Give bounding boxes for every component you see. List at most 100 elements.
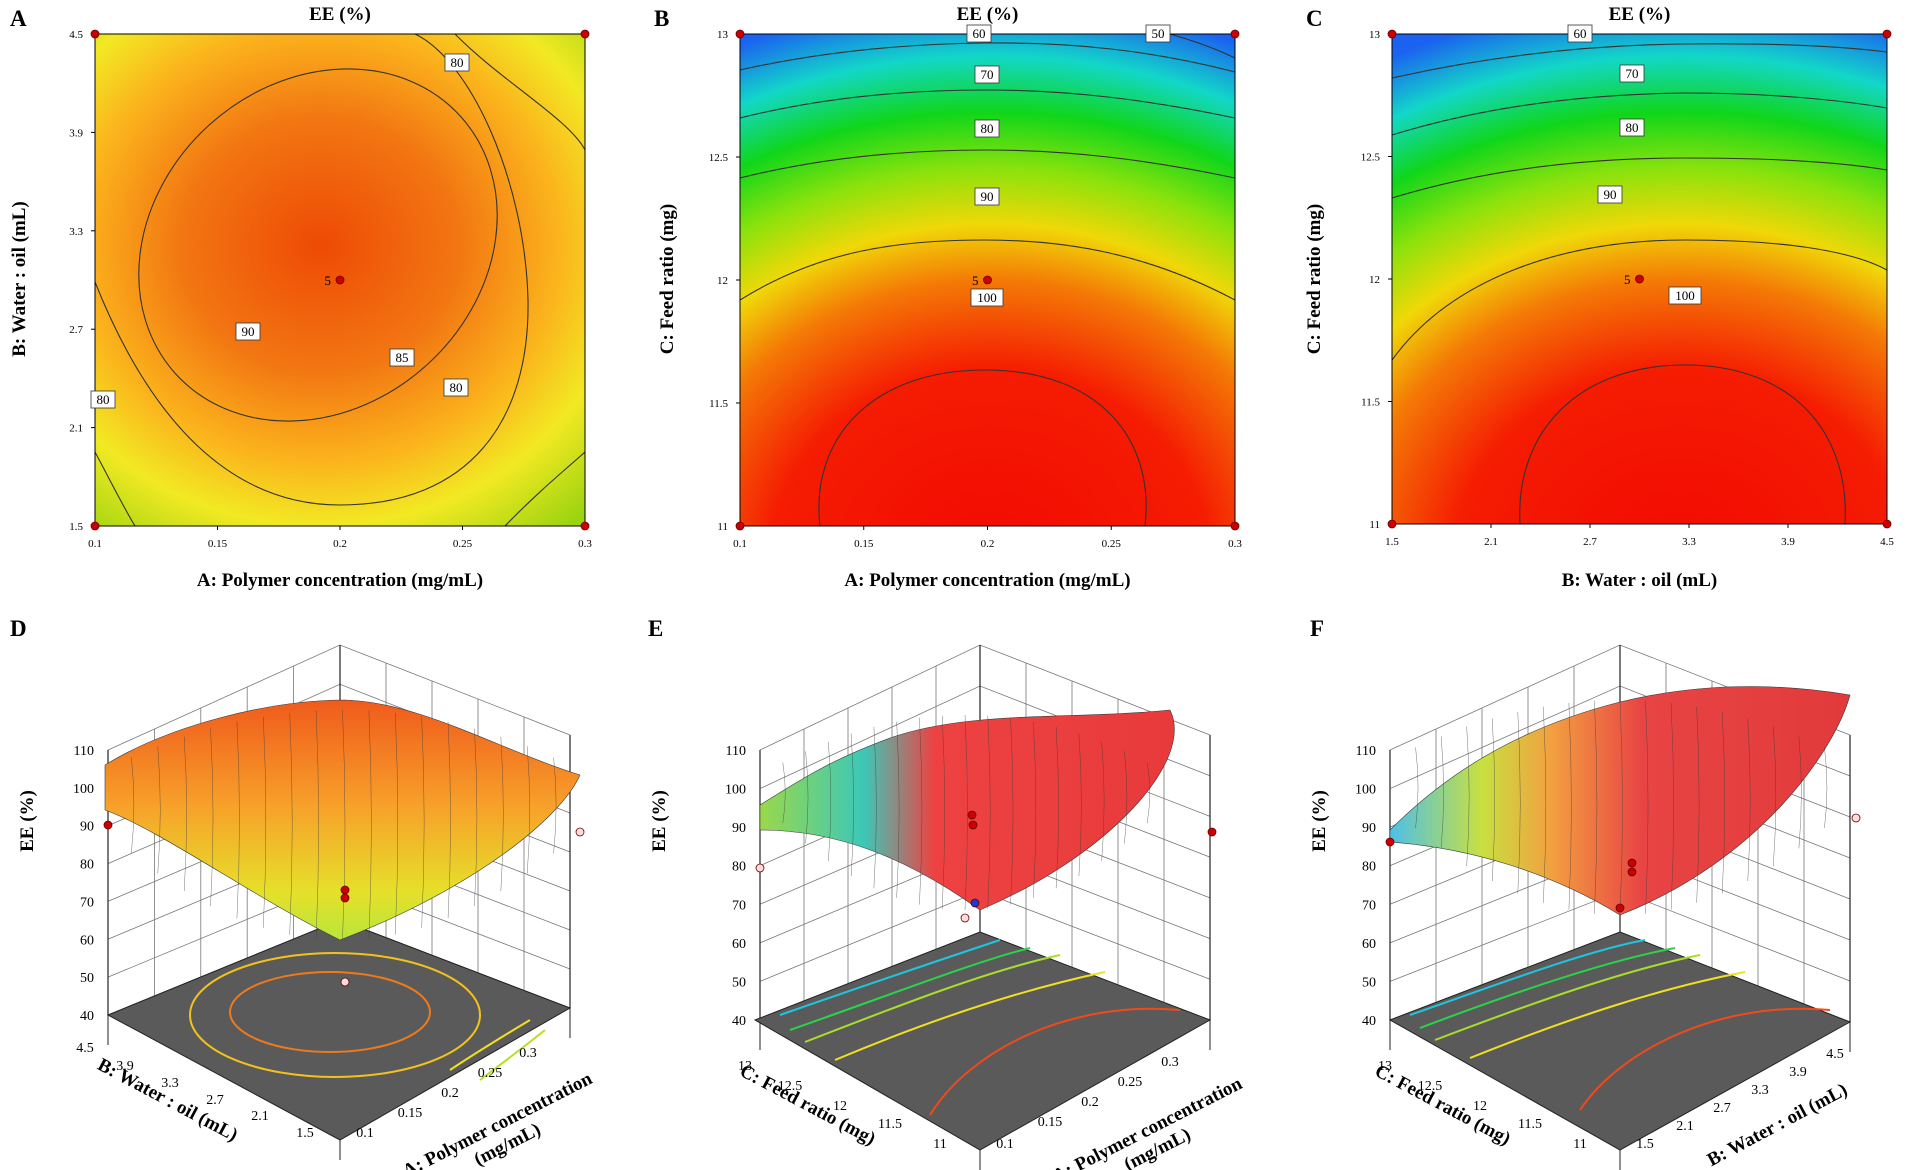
left-axis-tick-label: 12.5 xyxy=(778,1079,803,1094)
panel-e: E 40 50 60 70 80 90 100 110 11 11.5 12 12.5 13 0.1 0.1… xyxy=(640,610,1280,1170)
z-tick-label: 100 xyxy=(73,782,94,797)
left-axis-tick-label: 2.7 xyxy=(206,1093,224,1108)
z-tick-label: 70 xyxy=(732,898,746,913)
x-tick-label: 3.3 xyxy=(1682,536,1696,548)
z-axis-label: EE (%) xyxy=(1309,790,1330,852)
x-tick-label: 0.3 xyxy=(578,538,592,550)
z-tick-label: 60 xyxy=(80,933,94,948)
svg-text:80: 80 xyxy=(1626,120,1639,135)
svg-text:80: 80 xyxy=(97,392,110,407)
center-point-label: 5 xyxy=(1624,272,1631,287)
x-tick-label: 4.5 xyxy=(1880,536,1894,548)
design-point xyxy=(968,820,978,830)
chart-title: EE (%) xyxy=(956,4,1019,25)
z-tick-label: 110 xyxy=(74,744,94,759)
contour-label: 70 xyxy=(1619,64,1645,83)
panel-letter: C xyxy=(1306,6,1323,31)
x-axis-label: A: Polymer concentration (mg/mL) xyxy=(196,570,484,591)
left-axis-tick-label: 3.3 xyxy=(161,1076,179,1091)
design-point xyxy=(735,29,745,39)
left-axis-tick-label: 11 xyxy=(1573,1137,1586,1152)
left-axis-tick-label: 11.5 xyxy=(878,1117,902,1132)
center-point xyxy=(335,275,345,285)
svg-text:80: 80 xyxy=(451,55,464,70)
right-axis-tick-label: 4.5 xyxy=(1826,1047,1844,1062)
contour-line-90 xyxy=(138,68,498,422)
contour-plot-b: 0.1 0.15 0.2 0.25 0.3 11 11.5 12 12.5 13 100 90 80 7… xyxy=(709,24,1242,550)
y-tick-label: 13 xyxy=(717,29,729,41)
panel-b: B EE (%) 0.1 0.15 0.2 0.25 0.3 xyxy=(650,0,1270,591)
right-axis-tick-label: 1.5 xyxy=(1636,1137,1654,1152)
panel-d: D 40 50 60 70 80 90 100 110 1.5 2.1 2.7 3.3 3.9 4.5 0.… xyxy=(0,610,630,1170)
design-point xyxy=(1387,29,1397,39)
y-tick-label: 12 xyxy=(1369,274,1380,286)
contour-line-90 xyxy=(1392,239,1887,361)
z-tick-label: 80 xyxy=(1362,860,1376,875)
left-axis-tick-label: 3.9 xyxy=(116,1059,134,1074)
surface-plot-f: 40 50 60 70 80 90 100 110 11 11.5 12 12.5 13 1.5 2.1 2.… xyxy=(1355,644,1861,1170)
x-tick-label: 2.7 xyxy=(1583,536,1597,548)
z-tick-label: 110 xyxy=(726,744,746,759)
contour-label: 80 xyxy=(444,53,470,72)
svg-text:80: 80 xyxy=(981,121,994,136)
y-tick-label: 3.3 xyxy=(69,226,83,238)
design-point xyxy=(103,820,113,830)
right-axis-tick-label: 2.7 xyxy=(1713,1101,1731,1116)
contour-label: 90 xyxy=(235,322,261,341)
floor-contours xyxy=(1409,939,1831,1111)
design-point xyxy=(1882,519,1892,529)
right-axis-tick-label: 0.3 xyxy=(1161,1055,1179,1070)
z-tick-label: 50 xyxy=(1362,975,1376,990)
y-tick-label: 4.5 xyxy=(69,29,83,41)
svg-text:90: 90 xyxy=(981,189,994,204)
y-tick-label: 13 xyxy=(1369,29,1381,41)
left-axis-tick-label: 12.5 xyxy=(1418,1079,1443,1094)
x-tick-label: 2.1 xyxy=(1484,536,1498,548)
svg-text:60: 60 xyxy=(973,26,986,41)
svg-text:70: 70 xyxy=(1626,66,1639,81)
svg-text:50: 50 xyxy=(1152,26,1165,41)
design-point xyxy=(1615,903,1625,913)
left-axis-tick-label: 2.1 xyxy=(251,1109,269,1124)
contour-line-60 xyxy=(1392,43,1887,79)
z-tick-label: 50 xyxy=(732,975,746,990)
design-point xyxy=(340,977,350,987)
z-tick-label: 60 xyxy=(732,937,746,952)
svg-text:100: 100 xyxy=(977,290,997,305)
z-tick-label: 40 xyxy=(732,1014,746,1029)
contour-label: 90 xyxy=(974,187,1000,206)
z-tick-label: 40 xyxy=(80,1009,94,1024)
contour-line-80-b xyxy=(504,451,585,526)
x-tick-label: 1.5 xyxy=(1385,536,1399,548)
design-point xyxy=(960,913,970,923)
y-tick-label: 3.9 xyxy=(69,127,83,139)
panel-letter: A xyxy=(10,6,27,31)
contour-line-80 xyxy=(740,149,1235,179)
contour-line-50 xyxy=(1169,34,1235,59)
x-tick-label: 0.25 xyxy=(1102,538,1122,550)
contour-plot-a: 0.1 0.15 0.2 0.25 0.3 1.5 2.1 2.7 3.3 3.9 4.5 90 85… xyxy=(69,29,592,550)
svg-text:85: 85 xyxy=(396,350,409,365)
right-axis-tick-label: 0.15 xyxy=(1038,1115,1063,1130)
design-point xyxy=(1207,827,1217,837)
z-tick-label: 100 xyxy=(1355,783,1376,798)
panel-a: A EE (%) 0.1 0.15 0.2 0.25 0.3 1.5 2.1 2.7 3.3 3.… xyxy=(0,0,620,591)
contour-line-90 xyxy=(740,239,1235,301)
contour-label: 70 xyxy=(974,65,1000,84)
contour-label: 80 xyxy=(90,390,116,409)
contour-line-80-a xyxy=(95,451,136,526)
y-tick-label: 11 xyxy=(717,521,728,533)
design-point xyxy=(755,863,765,873)
design-point xyxy=(1385,837,1395,847)
design-point xyxy=(1627,867,1637,877)
response-surface xyxy=(104,699,581,941)
x-tick-label: 0.3 xyxy=(1228,538,1242,550)
z-axis-label: EE (%) xyxy=(649,790,670,852)
design-point xyxy=(967,810,977,820)
response-surface xyxy=(1389,686,1851,916)
panel-c: C EE (%) 1.5 2.1 2.7 3.3 3.9 4.5 11 11.5 xyxy=(1300,0,1910,591)
y-tick-label: 11.5 xyxy=(1361,397,1380,409)
right-axis-tick-label: 3.9 xyxy=(1789,1065,1807,1080)
y-tick-label: 11 xyxy=(1369,519,1380,531)
right-axis-tick-label: 0.2 xyxy=(1081,1095,1099,1110)
